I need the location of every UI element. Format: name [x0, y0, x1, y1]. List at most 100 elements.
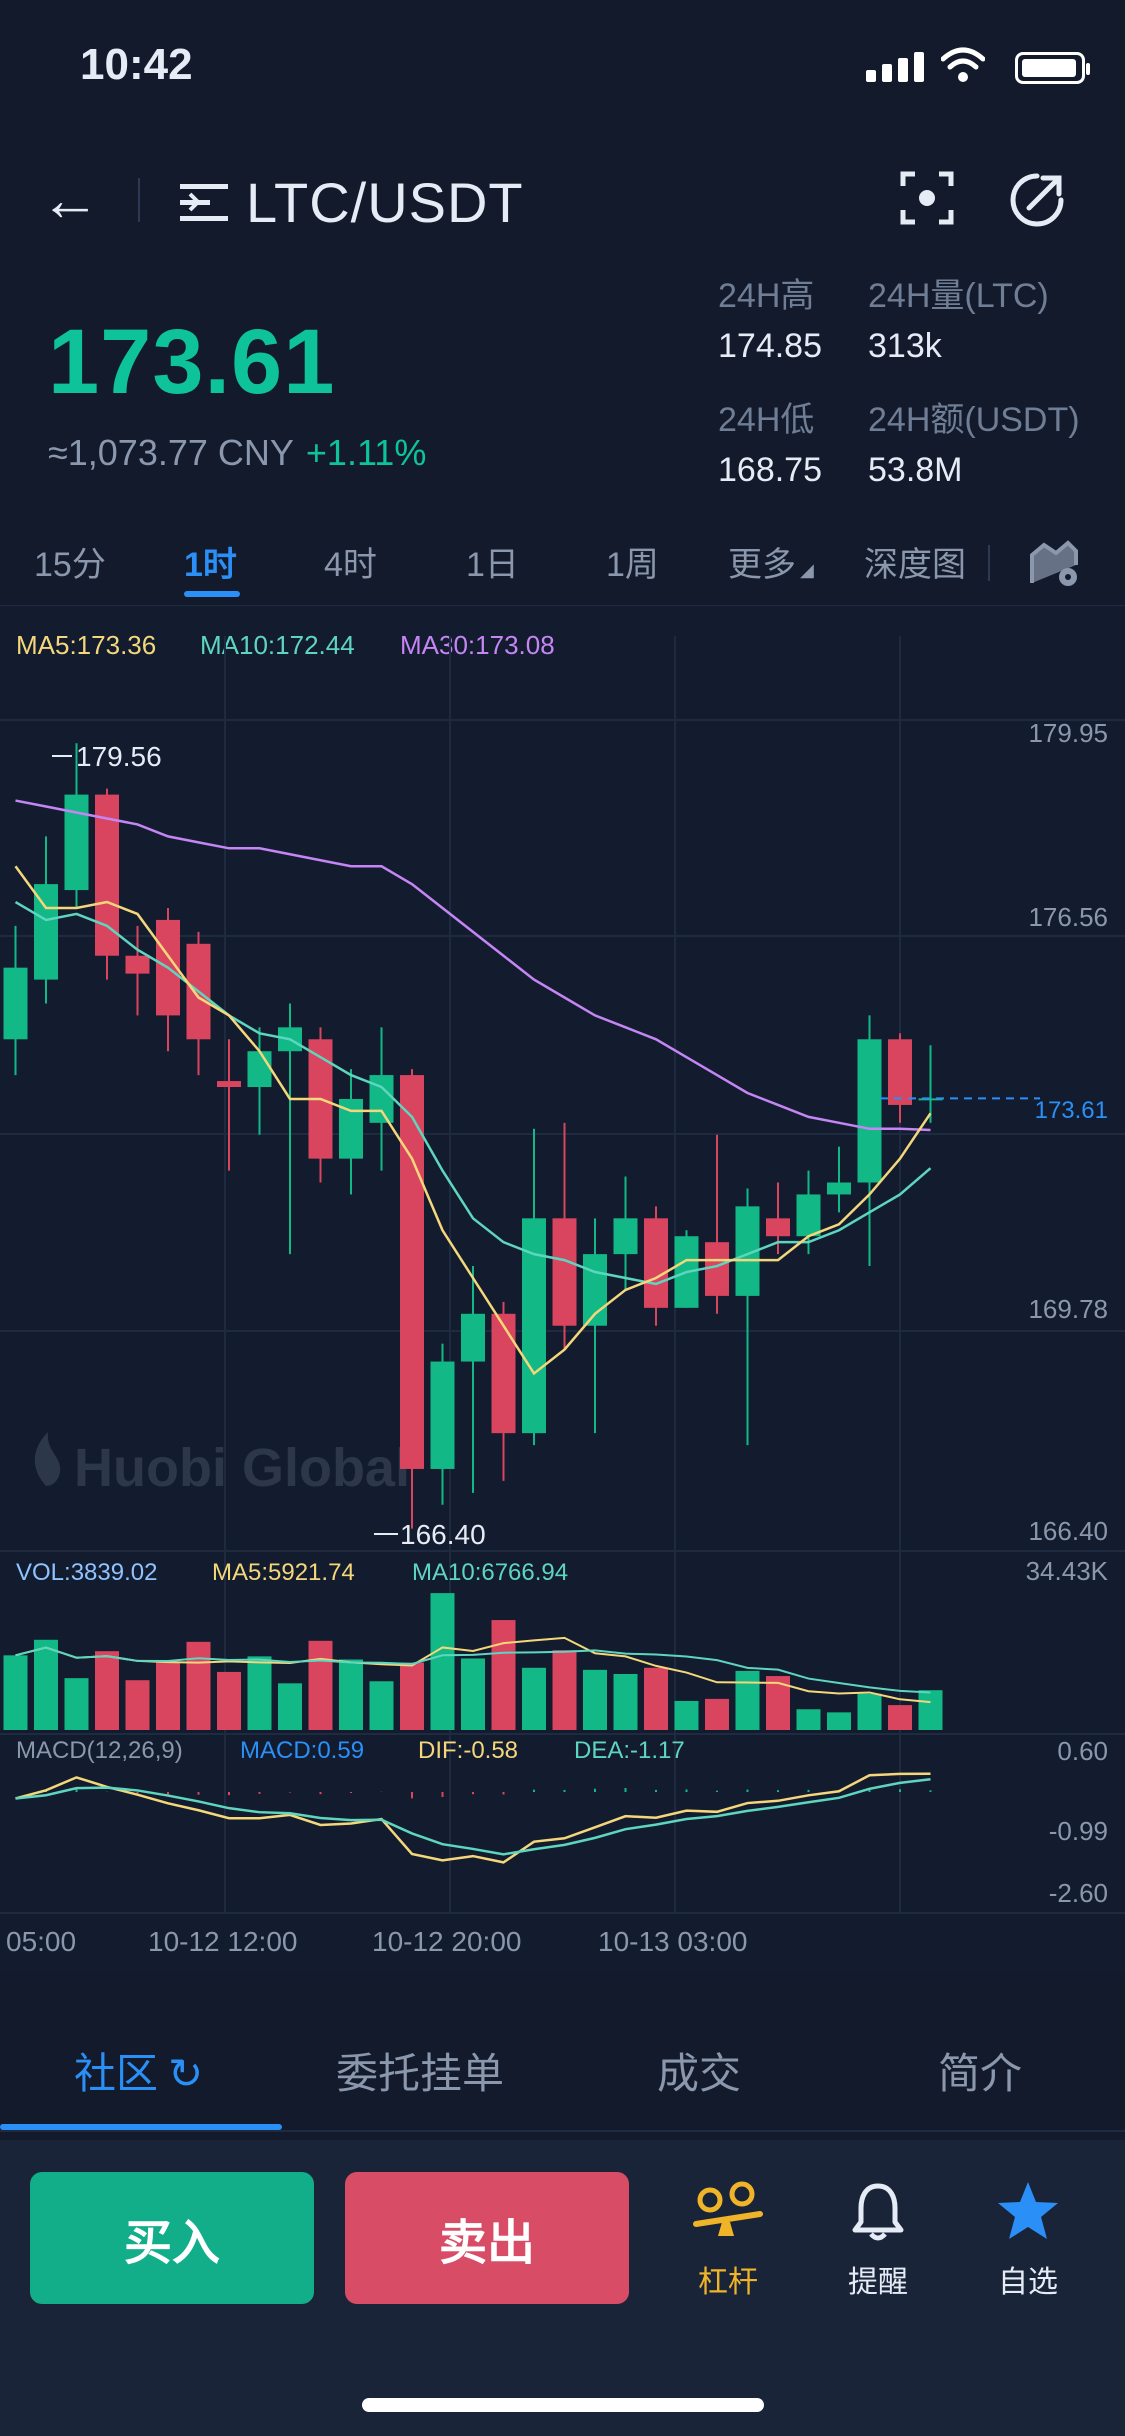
macd-legend: MACD:0.59	[240, 1737, 364, 1764]
signal-icon	[866, 52, 930, 82]
volume-bar	[705, 1698, 729, 1730]
y-tick-label: 176.56	[1028, 902, 1108, 932]
stat-24h-high: 24H高 174.85	[718, 268, 822, 366]
tabs-divider	[988, 545, 990, 581]
leverage-label: 杠杆	[698, 2266, 758, 2299]
leverage-button[interactable]: 杠杆	[668, 2180, 788, 2301]
volume-bar	[461, 1658, 485, 1730]
candle-body	[3, 967, 28, 1040]
vol-ma10-legend: MA10:6766.94	[412, 1559, 568, 1586]
candle-body	[430, 1361, 455, 1469]
alert-button[interactable]: 提醒	[818, 2180, 938, 2301]
candlestick-chart[interactable]: Huobi Global 179.95 176.56 169.78 166.40…	[0, 606, 1125, 1971]
stat-label: 24H低	[718, 401, 815, 439]
tab-community-label: 社区	[74, 2050, 159, 2097]
candle-body	[369, 1075, 394, 1123]
volume-bar	[552, 1650, 577, 1730]
volume-bar	[64, 1678, 89, 1730]
cny-value: ≈1,073.77 CNY	[48, 432, 294, 473]
ma5-legend: MA5:173.36	[16, 630, 157, 660]
volume-bar	[369, 1681, 394, 1730]
stat-label: 24H额(USDT)	[868, 401, 1080, 439]
tab-info[interactable]: 简介	[938, 2050, 1023, 2097]
volume-bar	[186, 1641, 211, 1730]
candle-body	[613, 1218, 638, 1255]
alert-label: 提醒	[848, 2266, 908, 2299]
pair-title[interactable]: LTC/USDT	[246, 171, 524, 234]
x-tick-label: 10-12 12:00	[148, 1926, 297, 1957]
menu-list-icon[interactable]	[180, 180, 232, 224]
favorite-button[interactable]: 自选	[968, 2180, 1088, 2301]
dea-legend: DEA:-1.17	[574, 1737, 685, 1764]
candle-body	[64, 794, 89, 891]
volume-bar	[613, 1674, 638, 1730]
volume-layer	[3, 1593, 943, 1730]
x-tick-label: 05:00	[6, 1926, 76, 1957]
chart-settings-icon[interactable]	[1030, 539, 1082, 589]
y-tick-label: 179.95	[1028, 718, 1108, 748]
candle-body	[217, 1081, 241, 1088]
caret-down-icon: ◢	[800, 560, 814, 580]
tab-1w[interactable]: 1周	[606, 546, 659, 584]
stat-value: 168.75	[718, 451, 822, 489]
volume-bar	[217, 1671, 241, 1730]
last-price: 173.61	[48, 311, 336, 413]
ma10-line	[14, 900, 932, 1286]
stat-value: 174.85	[718, 327, 822, 365]
huobi-watermark: Huobi Global	[34, 1432, 410, 1498]
volume-bar	[34, 1639, 58, 1730]
tab-depth[interactable]: 深度图	[864, 546, 966, 584]
tab-1h[interactable]: 1时	[184, 546, 237, 584]
volume-bar	[796, 1709, 821, 1730]
sell-button[interactable]: 卖出	[345, 2172, 629, 2304]
battery-icon	[1015, 52, 1090, 84]
candle-body	[766, 1218, 790, 1237]
current-price-label: 173.61	[1035, 1097, 1108, 1124]
dea-line	[15, 1777, 931, 1856]
refresh-icon: ↻	[168, 2050, 204, 2097]
stat-24h-low: 24H低 168.75	[718, 392, 822, 490]
price-cny: ≈1,073.77 CNY +1.11%	[48, 432, 426, 474]
macd-y-tick: -0.99	[1049, 1816, 1108, 1846]
candle-body	[705, 1242, 729, 1296]
volume-bar	[827, 1712, 851, 1730]
stat-value: 53.8M	[868, 451, 963, 489]
dif-legend: DIF:-0.58	[418, 1737, 518, 1764]
candle-body	[827, 1182, 851, 1195]
tab-1d[interactable]: 1日	[466, 546, 519, 584]
volume-bar	[766, 1676, 790, 1730]
tab-open-orders[interactable]: 委托挂单	[336, 2050, 505, 2097]
volume-bar	[644, 1667, 668, 1730]
volume-bar	[339, 1659, 363, 1730]
macd-y-tick: -2.60	[1049, 1878, 1108, 1908]
volume-bar	[857, 1693, 882, 1730]
volume-bar	[3, 1655, 28, 1730]
candle-body	[796, 1194, 821, 1237]
candle-body	[857, 1039, 882, 1183]
volume-bar	[430, 1593, 455, 1730]
bell-icon	[852, 2183, 904, 2241]
high-marker: 179.56	[76, 741, 162, 772]
share-icon[interactable]	[1007, 170, 1067, 230]
vol-max-label: 34.43K	[1026, 1556, 1109, 1586]
price-layer	[3, 743, 1040, 1529]
stat-label: 24H量(LTC)	[868, 277, 1049, 315]
tab-community[interactable]: 社区 ↻	[74, 2040, 203, 2101]
volume-bar	[125, 1680, 150, 1730]
tab-trades[interactable]: 成交	[657, 2050, 742, 2097]
dif-line	[15, 1772, 931, 1864]
back-arrow-icon[interactable]: ←	[40, 166, 100, 233]
tab-4h[interactable]: 4时	[324, 546, 377, 584]
watermark-text: Huobi Global	[74, 1438, 410, 1498]
macd-layer	[15, 1772, 932, 1864]
candle-body	[918, 1098, 943, 1101]
tab-more[interactable]: 更多 ◢	[728, 537, 814, 586]
x-tick-label: 10-13 03:00	[598, 1926, 747, 1957]
screenshot-scan-icon[interactable]	[899, 170, 955, 226]
tab-15m[interactable]: 15分	[34, 546, 106, 584]
buy-button[interactable]: 买入	[30, 2172, 314, 2304]
candle-body	[34, 884, 58, 980]
volume-bar	[95, 1651, 119, 1730]
volume-bar	[522, 1667, 546, 1730]
leverage-icon	[693, 2181, 763, 2236]
